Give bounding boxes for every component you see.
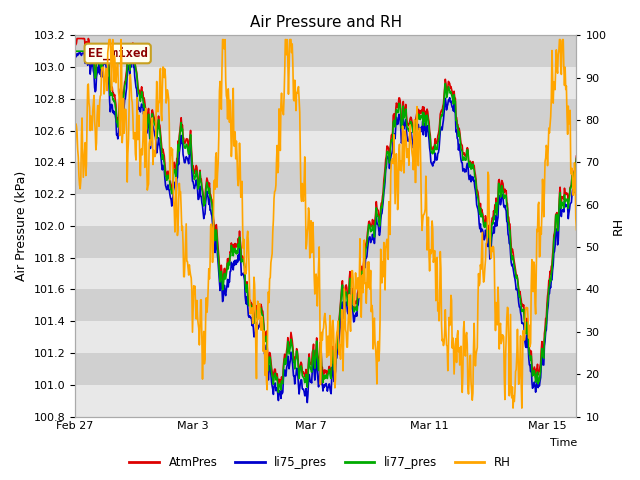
RH	[363, 282, 371, 288]
li77_pres	[391, 124, 399, 130]
RH	[509, 405, 517, 411]
Bar	[75, 385, 577, 417]
li77_pres	[363, 243, 371, 249]
AtmPres	[71, 43, 79, 48]
li77_pres	[452, 118, 460, 123]
RH	[504, 304, 511, 310]
Bar	[75, 258, 577, 289]
li75_pres	[303, 400, 311, 406]
li75_pres	[452, 128, 460, 133]
RH	[71, 147, 79, 153]
Bar	[75, 67, 577, 99]
li75_pres	[102, 67, 110, 72]
li77_pres	[573, 156, 580, 161]
li77_pres	[376, 221, 384, 227]
Line: RH: RH	[75, 39, 577, 408]
li77_pres	[504, 205, 511, 211]
li77_pres	[71, 48, 79, 54]
RH	[391, 201, 399, 206]
AtmPres	[573, 153, 580, 159]
Line: li75_pres: li75_pres	[75, 52, 577, 403]
RH	[573, 227, 580, 233]
Bar	[75, 131, 577, 162]
AtmPres	[504, 214, 512, 219]
Bar	[75, 194, 577, 226]
Text: Time: Time	[550, 438, 577, 448]
AtmPres	[73, 36, 81, 41]
li77_pres	[102, 49, 109, 55]
Title: Air Pressure and RH: Air Pressure and RH	[250, 15, 402, 30]
AtmPres	[364, 229, 371, 235]
RH	[105, 36, 113, 42]
li75_pres	[84, 49, 92, 55]
Legend: AtmPres, li75_pres, li77_pres, RH: AtmPres, li75_pres, li77_pres, RH	[125, 452, 515, 474]
li75_pres	[392, 124, 399, 130]
li77_pres	[275, 389, 282, 395]
AtmPres	[377, 205, 385, 211]
Line: li77_pres: li77_pres	[75, 51, 577, 392]
li75_pres	[364, 246, 371, 252]
li75_pres	[377, 217, 385, 223]
RH	[102, 66, 109, 72]
li75_pres	[504, 231, 512, 237]
Y-axis label: Air Pressure (kPa): Air Pressure (kPa)	[15, 171, 28, 281]
Text: EE_mixed: EE_mixed	[88, 47, 148, 60]
li75_pres	[71, 55, 79, 61]
li75_pres	[573, 164, 580, 170]
AtmPres	[102, 49, 110, 55]
Y-axis label: RH: RH	[612, 217, 625, 235]
AtmPres	[275, 384, 282, 390]
RH	[452, 336, 460, 341]
Bar	[75, 321, 577, 353]
Line: AtmPres: AtmPres	[75, 38, 577, 387]
RH	[376, 317, 384, 323]
AtmPres	[392, 107, 399, 113]
AtmPres	[452, 115, 460, 120]
